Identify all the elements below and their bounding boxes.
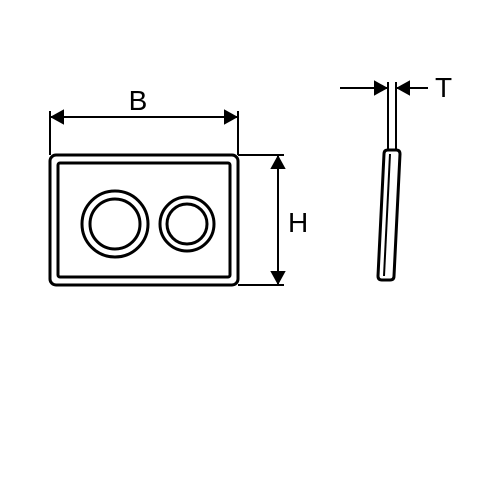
button-large-outer (82, 191, 148, 257)
dimension-b-label: B (129, 85, 148, 116)
front-plate-outer (50, 155, 238, 285)
front-plate-inner (58, 163, 230, 277)
button-small-inner (167, 204, 207, 244)
dimension-t-label: T (435, 72, 452, 103)
dimension-h-label: H (288, 207, 308, 238)
button-large-inner (90, 199, 140, 249)
